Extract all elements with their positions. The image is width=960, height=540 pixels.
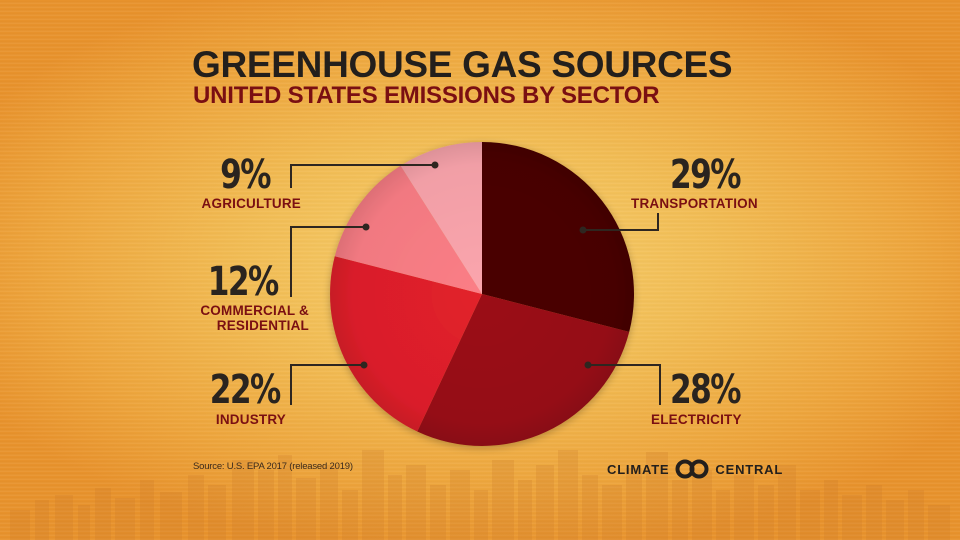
agriculture-label: AGRICULTURE	[201, 196, 301, 211]
logo-text-left: CLIMATE	[607, 461, 670, 477]
agriculture-percent: 9%	[220, 152, 271, 198]
electricity-label: ELECTRICITY	[651, 412, 742, 427]
connector-dot-transportation	[579, 226, 587, 234]
chart-title: GREENHOUSE GAS SOURCES	[192, 44, 733, 85]
connector-dot-industry	[360, 361, 368, 369]
electricity-percent: 28%	[670, 367, 742, 413]
connector-dot-electricity	[584, 361, 592, 369]
transportation-label: TRANSPORTATION	[631, 196, 758, 211]
transportation-percent: 29%	[670, 152, 742, 198]
industry-label: INDUSTRY	[215, 412, 286, 427]
chart-subtitle: UNITED STATES EMISSIONS BY SECTOR	[193, 82, 660, 109]
interlocking-rings-icon	[675, 459, 709, 479]
connector-dot-commercial	[362, 223, 370, 231]
city-skyline-decoration	[10, 450, 950, 540]
connector-dot-agriculture	[431, 161, 439, 169]
source-note: Source: U.S. EPA 2017 (released 2019)	[193, 461, 353, 472]
commercial-label-line1: COMMERCIAL &	[200, 303, 309, 318]
industry-percent: 22%	[209, 367, 282, 413]
connector-industry	[290, 364, 364, 405]
commercial-label-line2: RESIDENTIAL	[216, 318, 309, 333]
commercial-residential-label: COMMERCIAL & RESIDENTIAL	[200, 303, 309, 333]
connector-transportation	[583, 213, 659, 231]
logo-text-right: CENTRAL	[715, 461, 784, 477]
connector-electricity	[588, 364, 661, 405]
commercial-residential-percent: 12%	[207, 259, 280, 305]
connector-commercial	[290, 226, 366, 297]
climate-central-logo: CLIMATE CENTRAL	[607, 459, 783, 479]
connector-agriculture	[290, 164, 435, 188]
